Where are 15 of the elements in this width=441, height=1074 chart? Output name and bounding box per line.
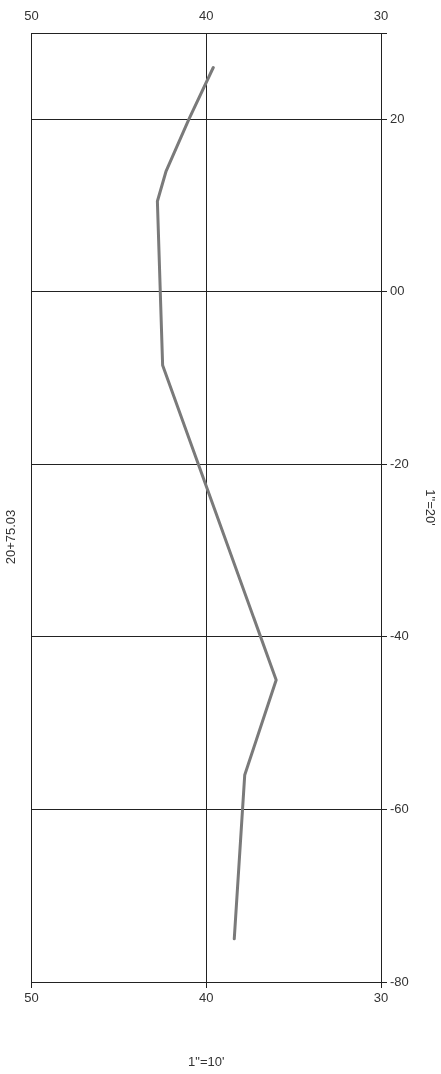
x2-tick-label: 50 [24, 7, 39, 23]
x-axis-title: 1"=10' [188, 1053, 225, 1069]
x-tick-label: 50 [24, 990, 39, 1006]
text: 20+75.03 [3, 509, 19, 565]
x2-tick-label: 40 [199, 7, 214, 23]
y-tick-label: -80 [390, 973, 409, 989]
y-tick-label: 20 [390, 110, 405, 126]
x2-tick-label: 30 [373, 7, 389, 23]
y-tick-label: 00 [390, 283, 405, 299]
y-tick-label: -40 [390, 628, 409, 644]
y-tick-label: -60 [390, 801, 409, 817]
y-axis-title: 1"=20' [422, 489, 438, 526]
y-tick-label: -20 [390, 455, 409, 471]
x-tick-label: 30 [373, 990, 389, 1006]
x-tick-label: 40 [199, 990, 214, 1006]
